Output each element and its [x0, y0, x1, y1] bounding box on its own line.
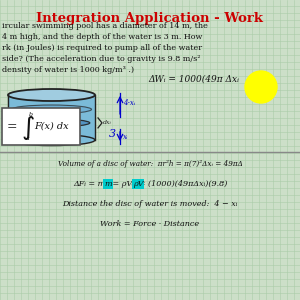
Text: Work = Force · Distance: Work = Force · Distance [100, 220, 200, 228]
Ellipse shape [8, 134, 95, 146]
Text: 3: 3 [108, 129, 116, 139]
Text: ircular swimming pool has a diameter of 14 m, the: ircular swimming pool has a diameter of … [2, 22, 208, 30]
Text: Distance the disc of water is moved:  4 − xᵢ: Distance the disc of water is moved: 4 −… [62, 200, 238, 208]
Text: r = 7: r = 7 [38, 115, 55, 120]
Text: ΔFᵢ = ma = ρVa = (1000)(49πΔxᵢ)(9.8): ΔFᵢ = ma = ρVa = (1000)(49πΔxᵢ)(9.8) [73, 180, 227, 188]
Text: rk (in Joules) is required to pump all of the water: rk (in Joules) is required to pump all o… [2, 44, 205, 52]
Text: F(x) dx: F(x) dx [34, 122, 69, 131]
Bar [8, 95, 95, 140]
Ellipse shape [11, 105, 92, 114]
Text: a: a [26, 136, 30, 141]
Text: m: m [104, 180, 112, 188]
Text: density of water is 1000 kg/m³ .): density of water is 1000 kg/m³ .) [2, 66, 134, 74]
Text: =: = [7, 120, 17, 133]
Text: $\int$: $\int$ [21, 113, 35, 142]
Text: 4 m high, and the depth of the water is 3 m. How: 4 m high, and the depth of the water is … [2, 33, 205, 41]
Text: xᵢ: xᵢ [123, 133, 128, 141]
Ellipse shape [13, 119, 90, 127]
Text: 4-xᵢ: 4-xᵢ [123, 99, 135, 107]
Text: side? (The acceleration due to gravity is 9.8 m/s²: side? (The acceleration due to gravity i… [2, 55, 200, 63]
Text: ΔWᵢ = 1000(49π Δxᵢ: ΔWᵢ = 1000(49π Δxᵢ [148, 75, 239, 84]
Text: Volume of a disc of water:  πr²h = π(7)²Δxᵢ = 49πΔ: Volume of a disc of water: πr²h = π(7)²Δ… [58, 160, 242, 168]
Text: b: b [29, 112, 33, 117]
Bar [2, 108, 80, 145]
Circle shape [245, 71, 277, 103]
Text: Integration Application - Work: Integration Application - Work [37, 12, 263, 25]
Text: ρV: ρV [133, 180, 143, 188]
Ellipse shape [8, 89, 95, 101]
Text: dxᵢ: dxᵢ [103, 120, 112, 125]
